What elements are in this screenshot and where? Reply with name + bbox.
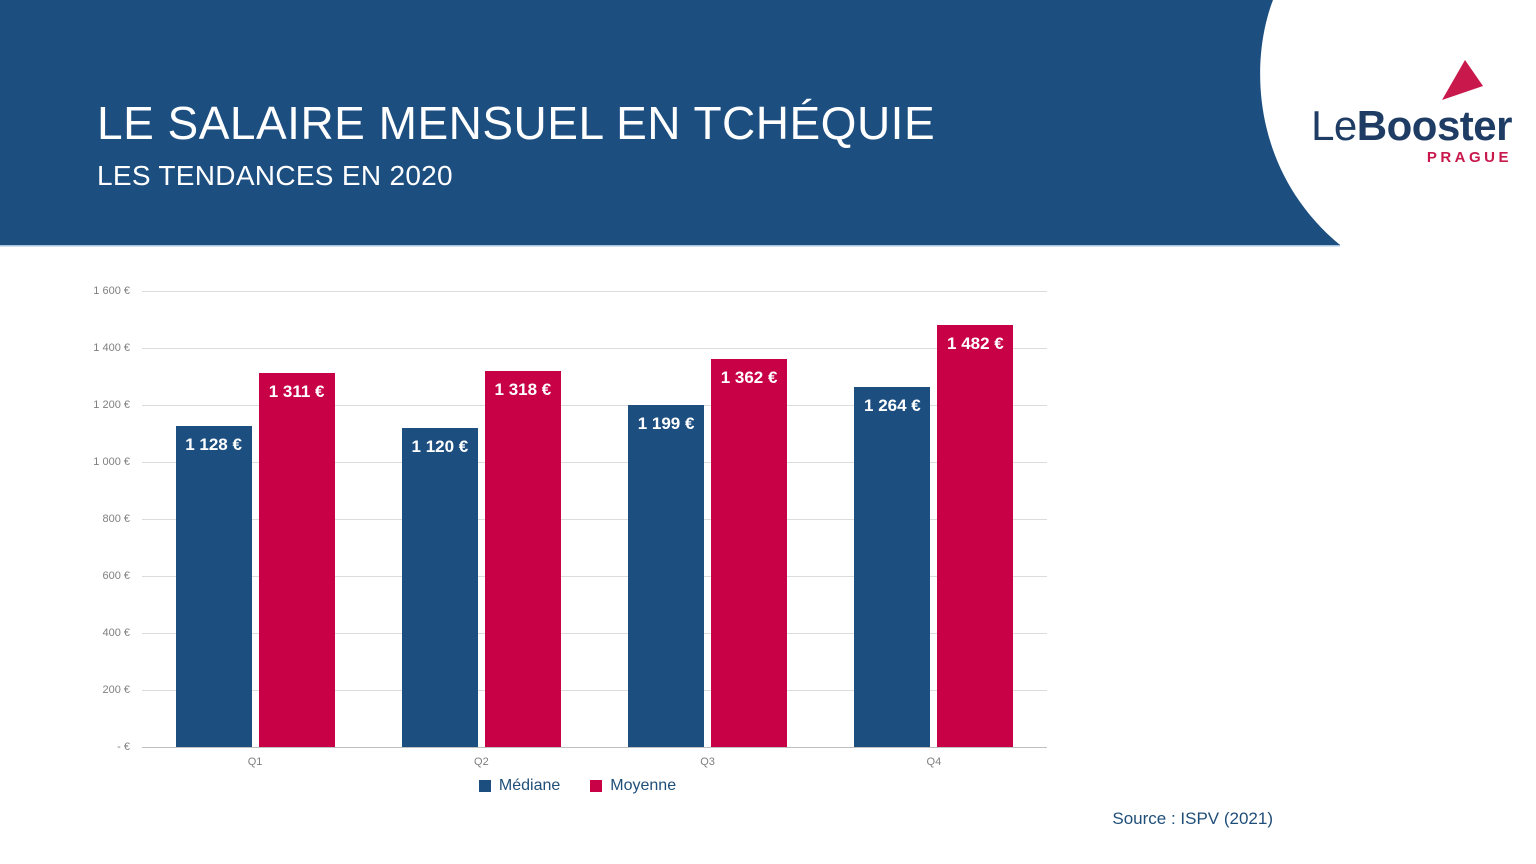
bar-value-label-q3-mediane: 1 199 € (637, 414, 695, 434)
x-category-label-q4: Q4 (926, 756, 942, 768)
legend-swatch-mediane (478, 780, 491, 792)
y-tick-label-1000: 1 000 € (93, 456, 130, 468)
gridline-200 (142, 690, 1047, 691)
x-category-label-q2: Q2 (474, 756, 489, 768)
x-category-label-q3: Q3 (700, 756, 715, 768)
bar-q3-moyenne: 1 362 € (711, 358, 788, 747)
bar-q3-mediane: 1 199 € (628, 405, 705, 747)
bar-value-label-q1-mediane: 1 128 € (185, 434, 242, 454)
y-tick-label-600: 600 € (102, 570, 130, 582)
source-note: Source : ISPV (2021) (1112, 809, 1273, 828)
page-title: LE SALAIRE MENSUEL EN TCHÉQUIE (97, 97, 936, 149)
chart-legend: Médiane Moyenne (125, 777, 1030, 795)
bar-q1-moyenne: 1 311 € (258, 373, 335, 747)
bar-value-label-q3-moyenne: 1 362 € (720, 367, 778, 387)
y-tick-label-200: 200 € (102, 684, 130, 696)
logo-city: PRAGUE (1426, 149, 1512, 167)
y-tick-label-1600: 1 600 € (93, 285, 130, 297)
gridline-1400 (142, 348, 1047, 349)
gridline-600 (142, 576, 1047, 577)
bar-value-label-q1-moyenne: 1 311 € (268, 382, 325, 402)
y-tick-label-800: 800 € (102, 513, 130, 525)
header-banner (0, 0, 1340, 247)
legend-item-moyenne: Moyenne (590, 777, 676, 795)
gridline-1000 (142, 462, 1047, 463)
logo-triangle-icon (1442, 60, 1483, 100)
bar-q2-mediane: 1 120 € (401, 427, 478, 747)
y-tick-label-0: - € (117, 741, 130, 753)
banner-shape (0, 0, 1340, 245)
legend-label-moyenne: Moyenne (610, 777, 677, 794)
bar-q4-moyenne: 1 482 € (937, 324, 1014, 747)
bar-value-label-q4-mediane: 1 264 € (864, 395, 921, 415)
bar-value-label-q4-moyenne: 1 482 € (947, 333, 1004, 353)
x-category-label-q1: Q1 (247, 756, 263, 768)
gridline-800 (142, 519, 1047, 520)
legend-swatch-moyenne (590, 780, 603, 792)
logo-wordmark: LeBooster (1288, 102, 1513, 149)
header-titles: LE SALAIRE MENSUEL EN TCHÉQUIE LES TENDA… (97, 98, 935, 191)
legend-label-mediane: Médiane (498, 777, 561, 794)
x-axis-line (142, 747, 1047, 748)
bar-q1-mediane: 1 128 € (175, 425, 252, 747)
y-tick-label-400: 400 € (102, 627, 130, 639)
logo-le: Le (1311, 102, 1357, 149)
logo-booster: Booster (1356, 102, 1513, 149)
bar-value-label-q2-mediane: 1 120 € (411, 436, 469, 456)
banner-bottom-edge (0, 244, 1340, 247)
gridline-400 (142, 633, 1047, 634)
gridline-1200 (142, 405, 1047, 406)
y-tick-label-1400: 1 400 € (93, 342, 130, 354)
legend-item-mediane: Médiane (478, 777, 561, 795)
bar-value-label-q2-moyenne: 1 318 € (494, 380, 552, 400)
bar-q4-mediane: 1 264 € (854, 386, 931, 747)
logo: LeBooster PRAGUE (1288, 58, 1513, 167)
y-tick-label-1200: 1 200 € (93, 399, 130, 411)
page-subtitle: LES TENDANCES EN 2020 (97, 159, 453, 191)
bar-q2-moyenne: 1 318 € (484, 371, 561, 747)
gridline-1600 (142, 291, 1047, 292)
